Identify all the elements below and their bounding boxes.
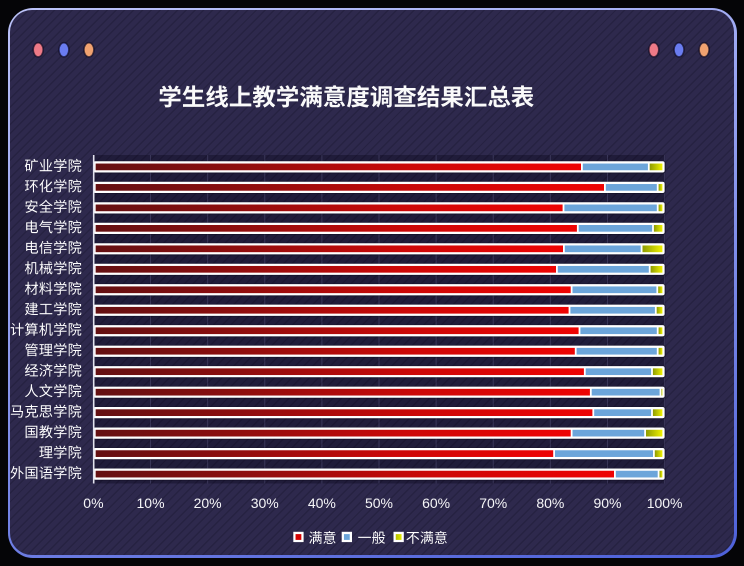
- svg-text:70%: 70%: [479, 495, 507, 511]
- svg-text:20%: 20%: [194, 495, 222, 511]
- svg-text:40%: 40%: [308, 495, 336, 511]
- svg-text:80%: 80%: [536, 495, 564, 511]
- svg-text:50%: 50%: [365, 495, 393, 511]
- svg-text:60%: 60%: [422, 495, 450, 511]
- svg-text:90%: 90%: [593, 495, 621, 511]
- svg-text:0%: 0%: [83, 495, 103, 511]
- svg-text:30%: 30%: [251, 495, 279, 511]
- svg-text:10%: 10%: [137, 495, 165, 511]
- svg-text:100%: 100%: [647, 495, 683, 511]
